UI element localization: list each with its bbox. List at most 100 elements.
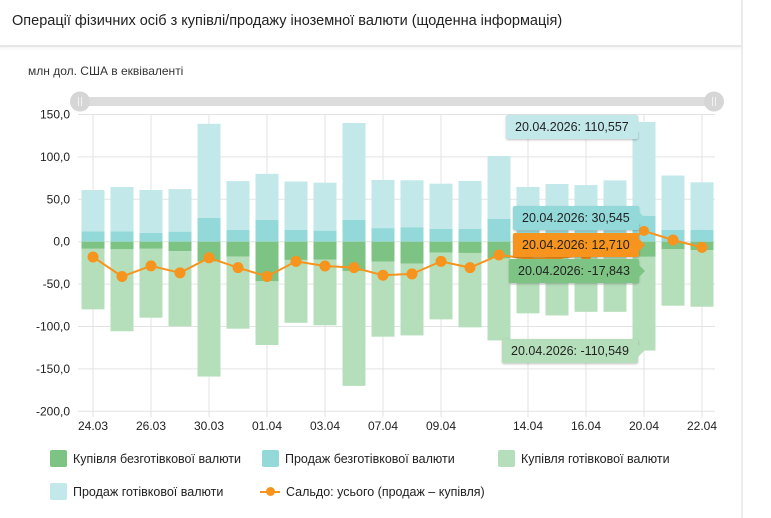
y-tick-label: 150,0 — [40, 108, 70, 122]
bar-noncash-buy — [400, 241, 424, 264]
bar-noncash-sale — [197, 217, 221, 242]
bar-noncash-sale — [690, 229, 714, 242]
bar-group — [284, 181, 308, 323]
x-tick-label: 01.04 — [252, 419, 282, 433]
saldo-point — [464, 262, 476, 274]
bar-group — [371, 179, 395, 337]
legend-line-marker-icon — [260, 483, 280, 500]
bar-group — [110, 187, 134, 332]
slider-handle-left[interactable] — [70, 91, 90, 112]
x-tick-label: 09.04 — [426, 419, 456, 433]
bar-noncash-sale — [313, 230, 337, 242]
bar-noncash-sale — [487, 218, 511, 242]
legend-swatch-cash-sale — [50, 483, 67, 500]
tooltip-noncash-buy: 20.04.2026: -17,843 — [509, 259, 645, 283]
bar-group — [168, 189, 192, 327]
bar-cash-sale — [226, 181, 250, 230]
range-slider[interactable] — [70, 91, 724, 112]
bar-cash-sale — [371, 179, 395, 229]
bar-group — [197, 123, 221, 377]
bar-noncash-buy — [168, 241, 192, 252]
x-tick-label: 16.04 — [571, 419, 601, 433]
legend-item-noncash-buy[interactable]: Купівля безготівкової валюти — [50, 450, 241, 467]
bar-cash-buy — [168, 251, 192, 327]
bar-cash-sale — [313, 182, 337, 231]
bar-noncash-buy — [429, 241, 453, 253]
bar-cash-buy — [342, 270, 366, 386]
bar-cash-sale — [429, 183, 453, 229]
bar-noncash-sale — [110, 231, 134, 242]
y-tick-label: 50,0 — [47, 192, 71, 206]
x-tick-label: 07.04 — [368, 419, 398, 433]
chart-card: Операції фізичних осіб з купівлі/продажу… — [0, 0, 743, 518]
y-tick-label: -100,0 — [36, 320, 70, 334]
bar-noncash-sale — [342, 219, 366, 242]
bar-noncash-buy — [197, 241, 221, 262]
saldo-point — [261, 270, 273, 282]
bar-cash-sale — [81, 189, 105, 232]
bar-cash-buy — [226, 256, 250, 329]
x-tick-label: 24.03 — [78, 419, 108, 433]
saldo-point — [377, 269, 389, 281]
saldo-point — [639, 225, 649, 236]
bar-cash-sale — [661, 175, 685, 230]
bar-group — [342, 122, 366, 386]
bar-noncash-sale — [81, 231, 105, 242]
bar-group — [487, 156, 511, 341]
x-tick-label: 30.03 — [194, 419, 224, 433]
legend-item-cash-sale[interactable]: Продаж готівкової валюти — [50, 483, 223, 500]
bar-cash-sale — [458, 180, 482, 229]
bar-noncash-sale — [429, 228, 453, 242]
bar-group — [429, 183, 453, 320]
saldo-point — [290, 255, 302, 267]
bar-cash-buy — [400, 263, 424, 336]
x-tick-label: 22.04 — [687, 419, 717, 433]
bar-noncash-sale — [371, 228, 395, 242]
bar-cash-sale — [255, 173, 279, 220]
legend-swatch-cash-buy — [498, 450, 515, 467]
slider-track[interactable] — [80, 97, 714, 106]
slider-handle-right[interactable] — [704, 91, 724, 112]
bar-noncash-sale — [139, 232, 163, 242]
y-tick-label: -150,0 — [36, 362, 70, 376]
bar-cash-sale — [139, 189, 163, 233]
saldo-point — [203, 252, 215, 264]
bar-noncash-sale — [284, 229, 308, 242]
x-axis-ticks: 24.03 26.03 30.03 01.04 03.04 07.04 09.04 14.04… — [78, 419, 717, 433]
bar-noncash-buy — [313, 241, 337, 260]
bar-cash-buy — [284, 259, 308, 323]
saldo-point — [232, 262, 244, 274]
bar-noncash-buy — [255, 241, 279, 282]
x-tick-label: 14.04 — [513, 419, 543, 433]
saldo-point — [406, 268, 418, 280]
tooltip-cash-sale: 20.04.2026: 110,557 — [506, 115, 644, 139]
saldo-point — [174, 267, 186, 279]
saldo-point — [667, 234, 679, 246]
y-axis-ticks: 150,0 100,0 50,0 0,0 -50,0 -100,0 -150,0 -200,0 — [36, 108, 70, 419]
bar-cash-sale — [400, 180, 424, 228]
bar-group — [458, 180, 482, 328]
legend-swatch-noncash-sale — [262, 450, 279, 467]
y-axis-unit-label: млн дол. США в еквіваленті — [28, 64, 184, 78]
legend-item-cash-buy[interactable]: Купівля готівкової валюти — [498, 450, 670, 467]
bar-group — [226, 181, 250, 329]
bar-noncash-sale — [400, 227, 424, 242]
saldo-point — [348, 262, 360, 274]
bar-cash-sale — [197, 123, 221, 218]
x-tick-label: 03.04 — [310, 419, 340, 433]
bar-cash-buy — [313, 259, 337, 326]
bar-cash-buy — [197, 261, 221, 377]
bar-group — [400, 180, 424, 336]
bar-cash-sale — [632, 122, 656, 216]
legend-swatch-noncash-buy — [50, 450, 67, 467]
bar-cash-buy — [690, 250, 714, 307]
x-tick-label: 26.03 — [136, 419, 166, 433]
tooltip-noncash-sale: 20.04.2026: 30,545 — [513, 206, 645, 230]
saldo-point — [696, 241, 708, 253]
saldo-point — [116, 270, 128, 282]
y-tick-label: 0,0 — [53, 235, 70, 249]
legend-item-saldo[interactable]: Сальдо: усього (продаж – купівля) — [260, 483, 485, 500]
bar-cash-buy — [661, 248, 685, 306]
legend-item-noncash-sale[interactable]: Продаж безготівкової валюти — [262, 450, 455, 467]
bar-cash-buy — [458, 252, 482, 328]
